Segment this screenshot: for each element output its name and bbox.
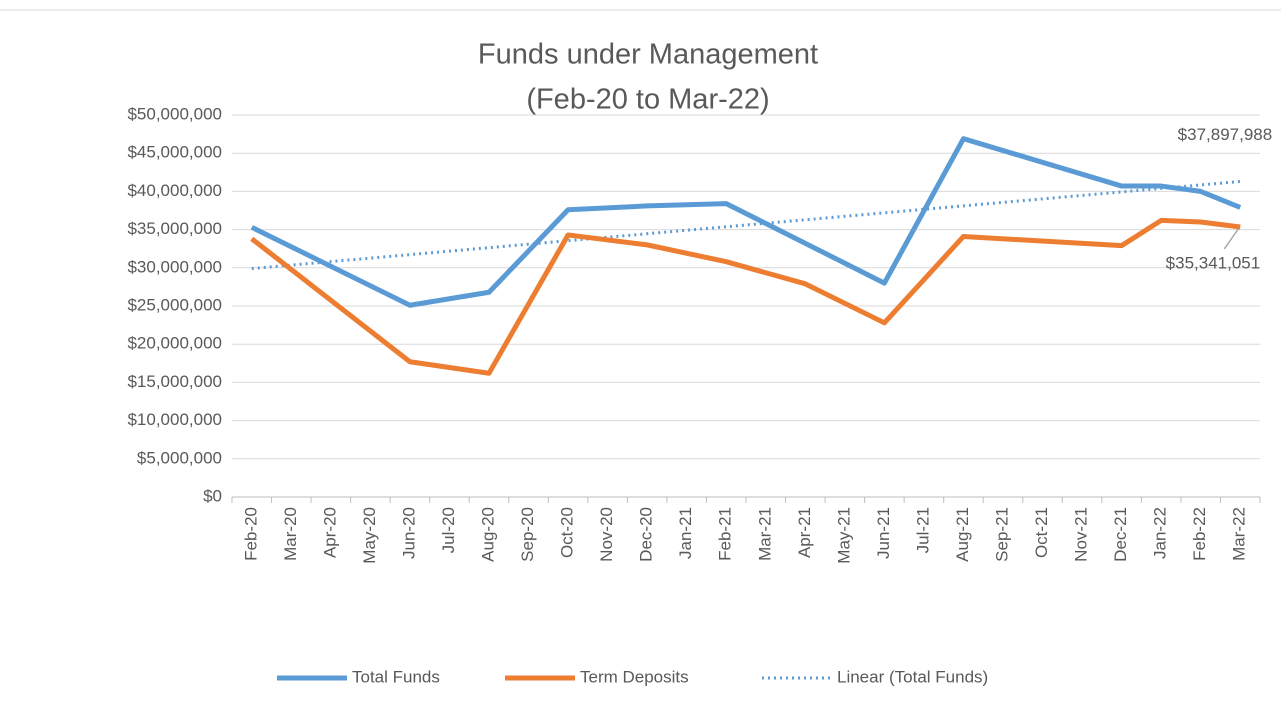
x-tick-label: Aug-20	[478, 507, 497, 562]
x-tick-label: Apr-21	[795, 507, 814, 558]
x-tick-label: Dec-21	[1111, 507, 1130, 562]
y-tick-label: $20,000,000	[127, 334, 222, 353]
x-tick-label: Aug-21	[953, 507, 972, 562]
x-tick-label: Feb-20	[241, 507, 260, 561]
x-tick-label: Mar-21	[755, 507, 774, 561]
legend-label: Total Funds	[352, 667, 440, 686]
y-tick-label: $10,000,000	[127, 410, 222, 429]
chart-title: Funds under Management	[478, 39, 818, 71]
x-tick-label: May-20	[360, 507, 379, 564]
x-tick-label: Oct-20	[558, 507, 577, 558]
data-label: $35,341,051	[1166, 253, 1261, 272]
x-tick-label: Jul-21	[913, 507, 932, 553]
x-tick-label: Mar-22	[1230, 507, 1249, 561]
y-tick-label: $15,000,000	[127, 372, 222, 391]
x-tick-label: Nov-20	[597, 507, 616, 562]
x-tick-label: Sep-21	[992, 507, 1011, 562]
y-tick-label: $50,000,000	[127, 104, 222, 123]
x-tick-label: May-21	[834, 507, 853, 564]
legend-label: Term Deposits	[580, 667, 689, 686]
data-label: $37,897,988	[1178, 125, 1273, 144]
x-tick-label: Sep-20	[518, 507, 537, 562]
y-tick-label: $30,000,000	[127, 257, 222, 276]
y-tick-label: $0	[203, 486, 222, 505]
x-tick-label: Jun-20	[399, 507, 418, 559]
x-tick-label: Nov-21	[1072, 507, 1091, 562]
x-tick-label: Jul-20	[439, 507, 458, 553]
y-tick-label: $5,000,000	[137, 448, 222, 467]
x-tick-label: Jan-22	[1151, 507, 1170, 559]
y-tick-label: $45,000,000	[127, 143, 222, 162]
x-tick-label: Oct-21	[1032, 507, 1051, 558]
y-tick-label: $25,000,000	[127, 295, 222, 314]
x-tick-label: Dec-20	[637, 507, 656, 562]
x-tick-label: Mar-20	[281, 507, 300, 561]
chart-subtitle: (Feb-20 to Mar-22)	[526, 84, 769, 116]
x-tick-label: Jun-21	[874, 507, 893, 559]
label-leader	[1223, 228, 1239, 250]
series-line	[250, 136, 1242, 308]
y-tick-label: $40,000,000	[127, 181, 222, 200]
series-line	[250, 217, 1241, 376]
x-tick-label: Feb-21	[716, 507, 735, 561]
x-tick-label: Feb-22	[1190, 507, 1209, 561]
trendline	[251, 179, 1241, 271]
x-tick-label: Jan-21	[676, 507, 695, 559]
y-tick-label: $35,000,000	[127, 219, 222, 238]
legend-label: Linear (Total Funds)	[837, 667, 988, 686]
x-tick-label: Apr-20	[320, 507, 339, 558]
